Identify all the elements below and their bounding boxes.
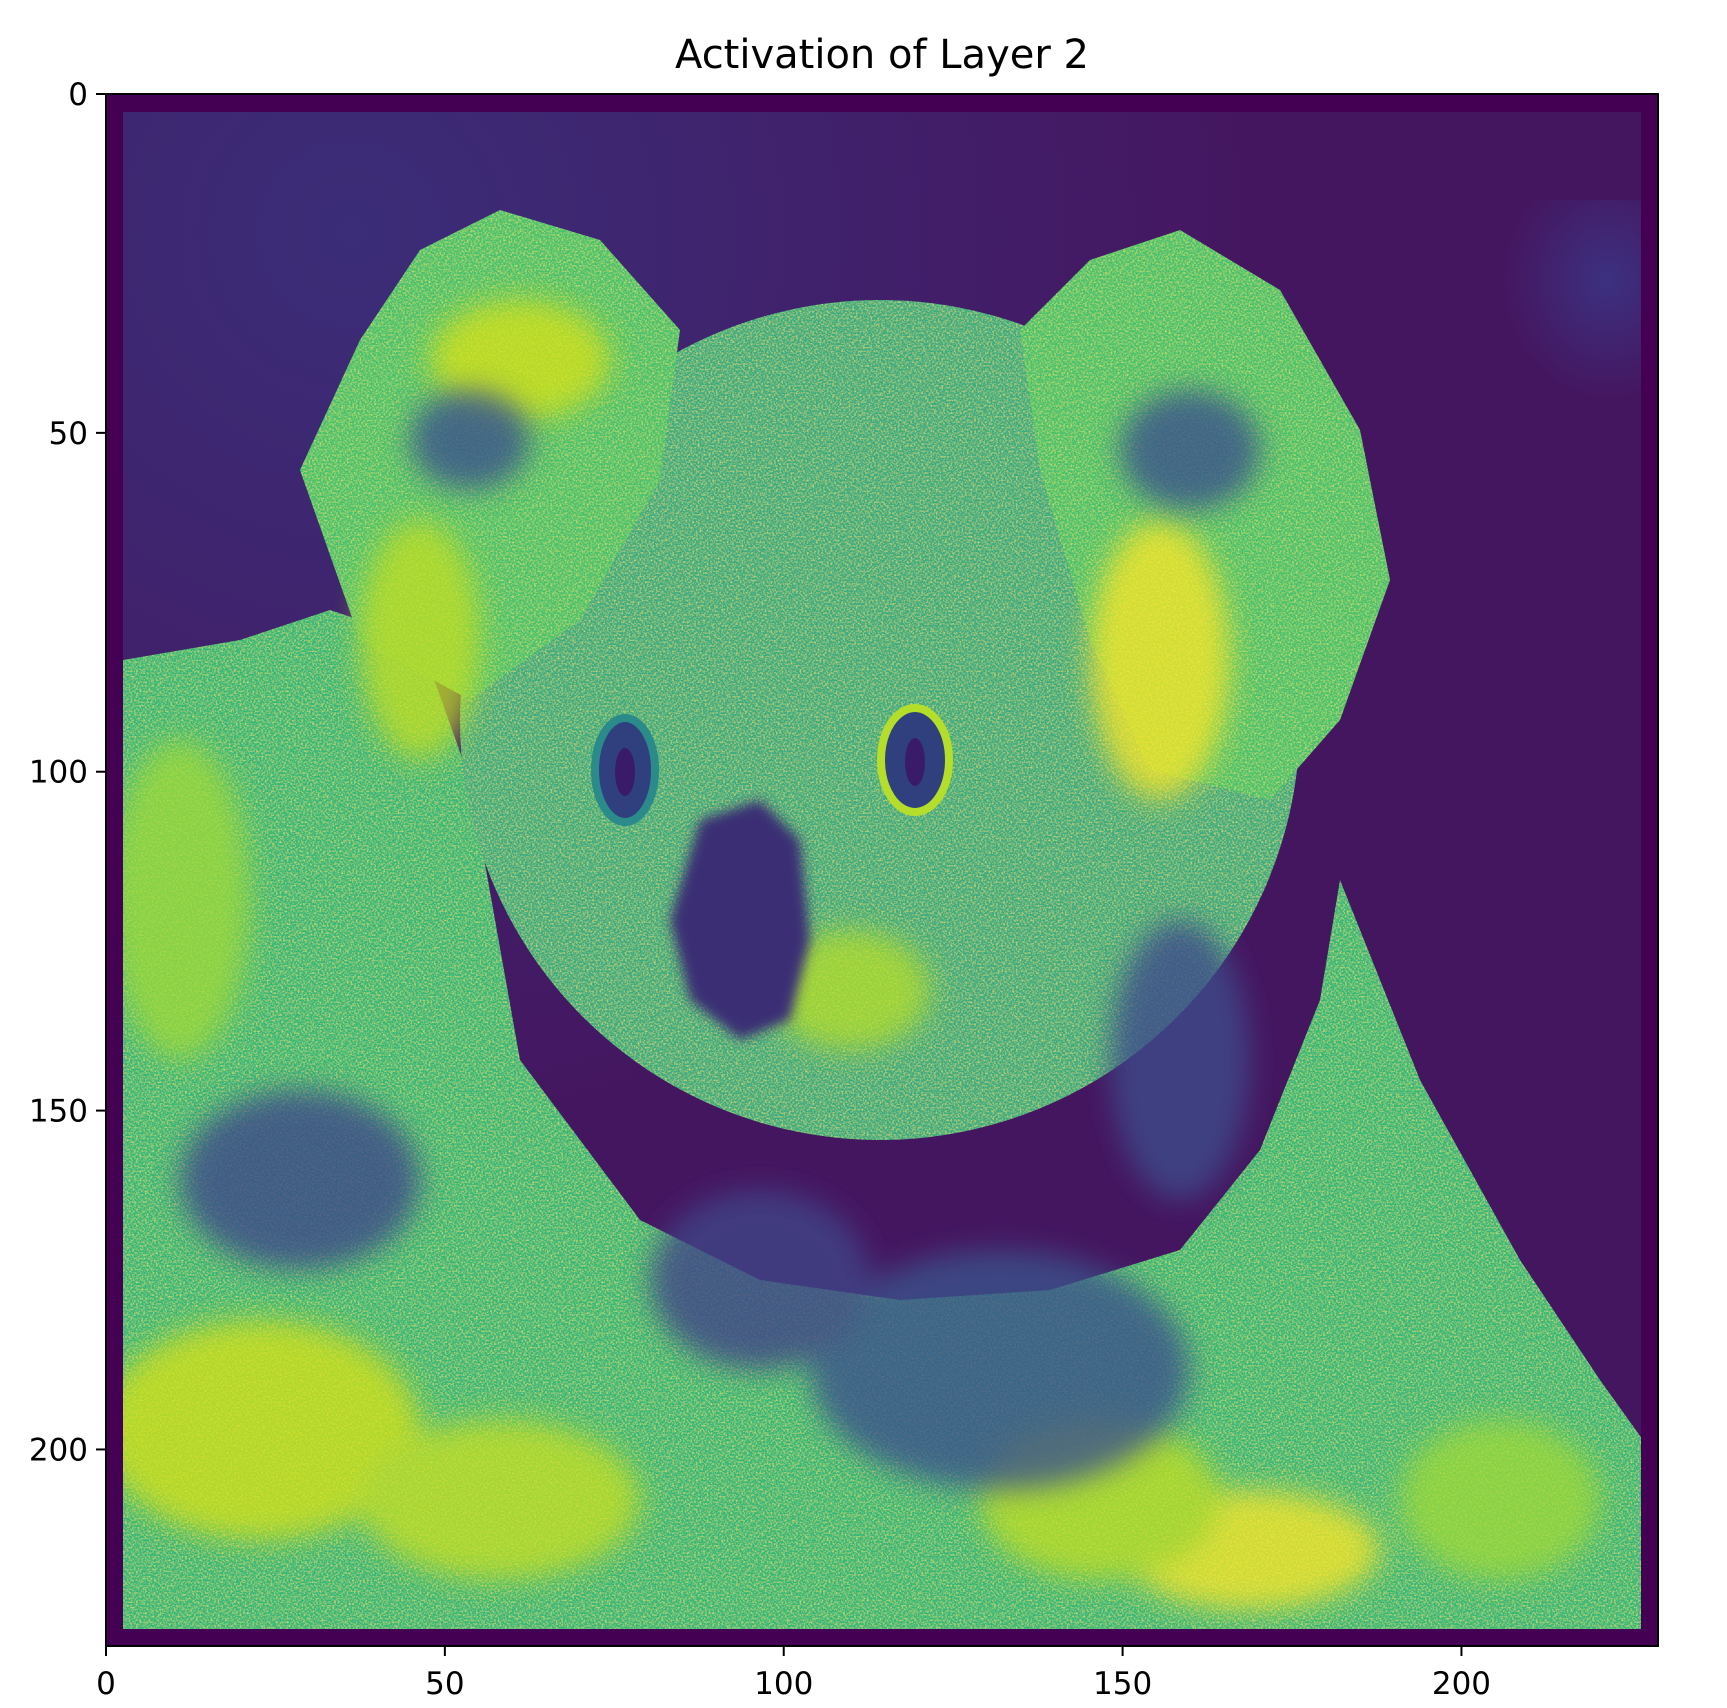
y-tick-label: 100 (29, 755, 88, 791)
koala-right-pupil (905, 738, 925, 786)
activation-image (106, 94, 1658, 1646)
x-axis: 0 50 100 150 200 (96, 1646, 1491, 1702)
dark-regions (180, 390, 1260, 1490)
x-tick-label: 100 (754, 1666, 813, 1702)
koala-left-pupil (615, 748, 635, 796)
koala-body (123, 610, 1643, 1630)
chart-title: Activation of Layer 2 (675, 32, 1089, 78)
x-tick-label: 0 (96, 1666, 116, 1702)
y-tick-label: 200 (29, 1432, 88, 1468)
koala-nose (670, 800, 810, 1040)
bright-regions (106, 300, 1600, 1610)
y-tick-label: 50 (49, 416, 88, 452)
x-tick-label: 200 (1432, 1666, 1491, 1702)
x-tick-label: 50 (425, 1666, 464, 1702)
y-tick-label: 150 (29, 1094, 88, 1130)
y-axis: 0 50 100 150 200 (29, 77, 106, 1468)
y-tick-label: 0 (68, 77, 88, 113)
x-tick-label: 150 (1093, 1666, 1152, 1702)
axes-frame (105, 93, 1659, 1647)
